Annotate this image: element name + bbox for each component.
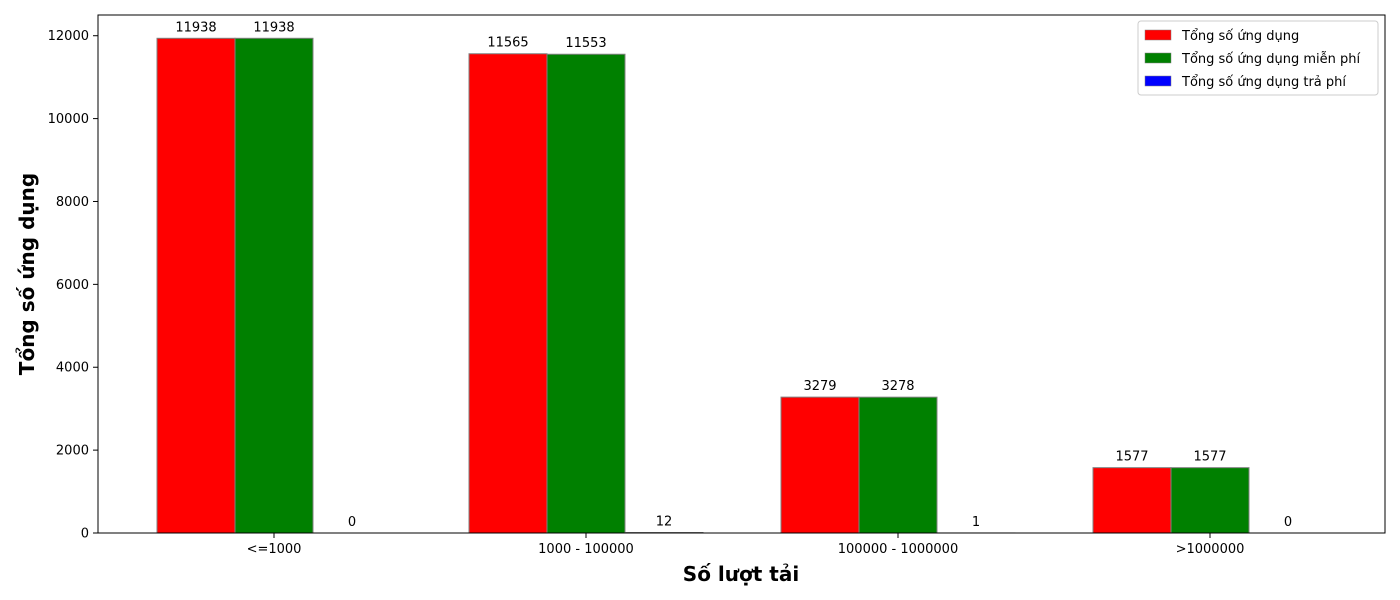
- data-label: 11938: [175, 20, 216, 35]
- x-axis-label: Số lượt tải: [683, 562, 799, 586]
- bars-group: [156, 37, 1250, 534]
- legend-label: Tổng số ứng dụng: [1181, 29, 1299, 44]
- x-tick-label: <=1000: [247, 542, 302, 557]
- data-label: 0: [348, 515, 356, 530]
- data-label: 11938: [253, 20, 294, 35]
- legend-swatch: [1144, 52, 1172, 64]
- y-tick-label: 4000: [56, 361, 89, 376]
- x-axis: <=1000 1000 - 100000 100000 - 1000000 >1000…: [247, 533, 1245, 557]
- data-label: 11565: [487, 36, 528, 51]
- y-axis-label: Tổng số ứng dụng: [15, 173, 39, 375]
- data-label: 11553: [565, 36, 606, 51]
- legend-label: Tổng số ứng dụng trả phí: [1181, 75, 1346, 90]
- x-tick-label: 1000 - 100000: [538, 542, 634, 557]
- y-tick-label: 10000: [48, 112, 89, 127]
- data-labels-group: 11938 11938 0 11565 11553 12 3279 3278 1 1577 1577…: [175, 20, 1292, 530]
- legend: Tổng số ứng dụng Tổng số ứng dụng miễn ph…: [1137, 20, 1379, 96]
- bar-1-2: [468, 53, 548, 534]
- legend-swatch: [1144, 29, 1172, 41]
- y-tick-label: 6000: [56, 278, 89, 293]
- legend-frame: [1137, 20, 1379, 96]
- y-tick-label: 12000: [48, 29, 89, 44]
- bar-1-4: [1092, 467, 1172, 534]
- bar-2-3: [858, 396, 938, 534]
- bar-2-4: [1170, 467, 1250, 534]
- data-label: 1: [972, 515, 980, 530]
- data-label: 12: [656, 515, 673, 530]
- y-tick-label: 0: [81, 527, 89, 542]
- data-label: 0: [1284, 515, 1292, 530]
- y-axis: 0 2000 4000 6000 8000 10000 12000: [48, 29, 98, 542]
- legend-swatch: [1144, 75, 1172, 87]
- data-label: 3278: [881, 379, 914, 394]
- x-tick-label: 100000 - 1000000: [838, 542, 958, 557]
- y-tick-label: 2000: [56, 444, 89, 459]
- data-label: 1577: [1115, 450, 1148, 465]
- bar-1-3: [780, 396, 860, 534]
- legend-label: Tổng số ứng dụng miễn phí: [1181, 52, 1360, 67]
- bar-2-2: [546, 53, 626, 534]
- data-label: 3279: [803, 379, 836, 394]
- y-tick-label: 8000: [56, 195, 89, 210]
- bar-1-1: [156, 37, 236, 534]
- x-tick-label: >1000000: [1176, 542, 1245, 557]
- data-label: 1577: [1193, 450, 1226, 465]
- plot-area-frame: [97, 14, 1386, 534]
- bar-2-1: [234, 37, 314, 534]
